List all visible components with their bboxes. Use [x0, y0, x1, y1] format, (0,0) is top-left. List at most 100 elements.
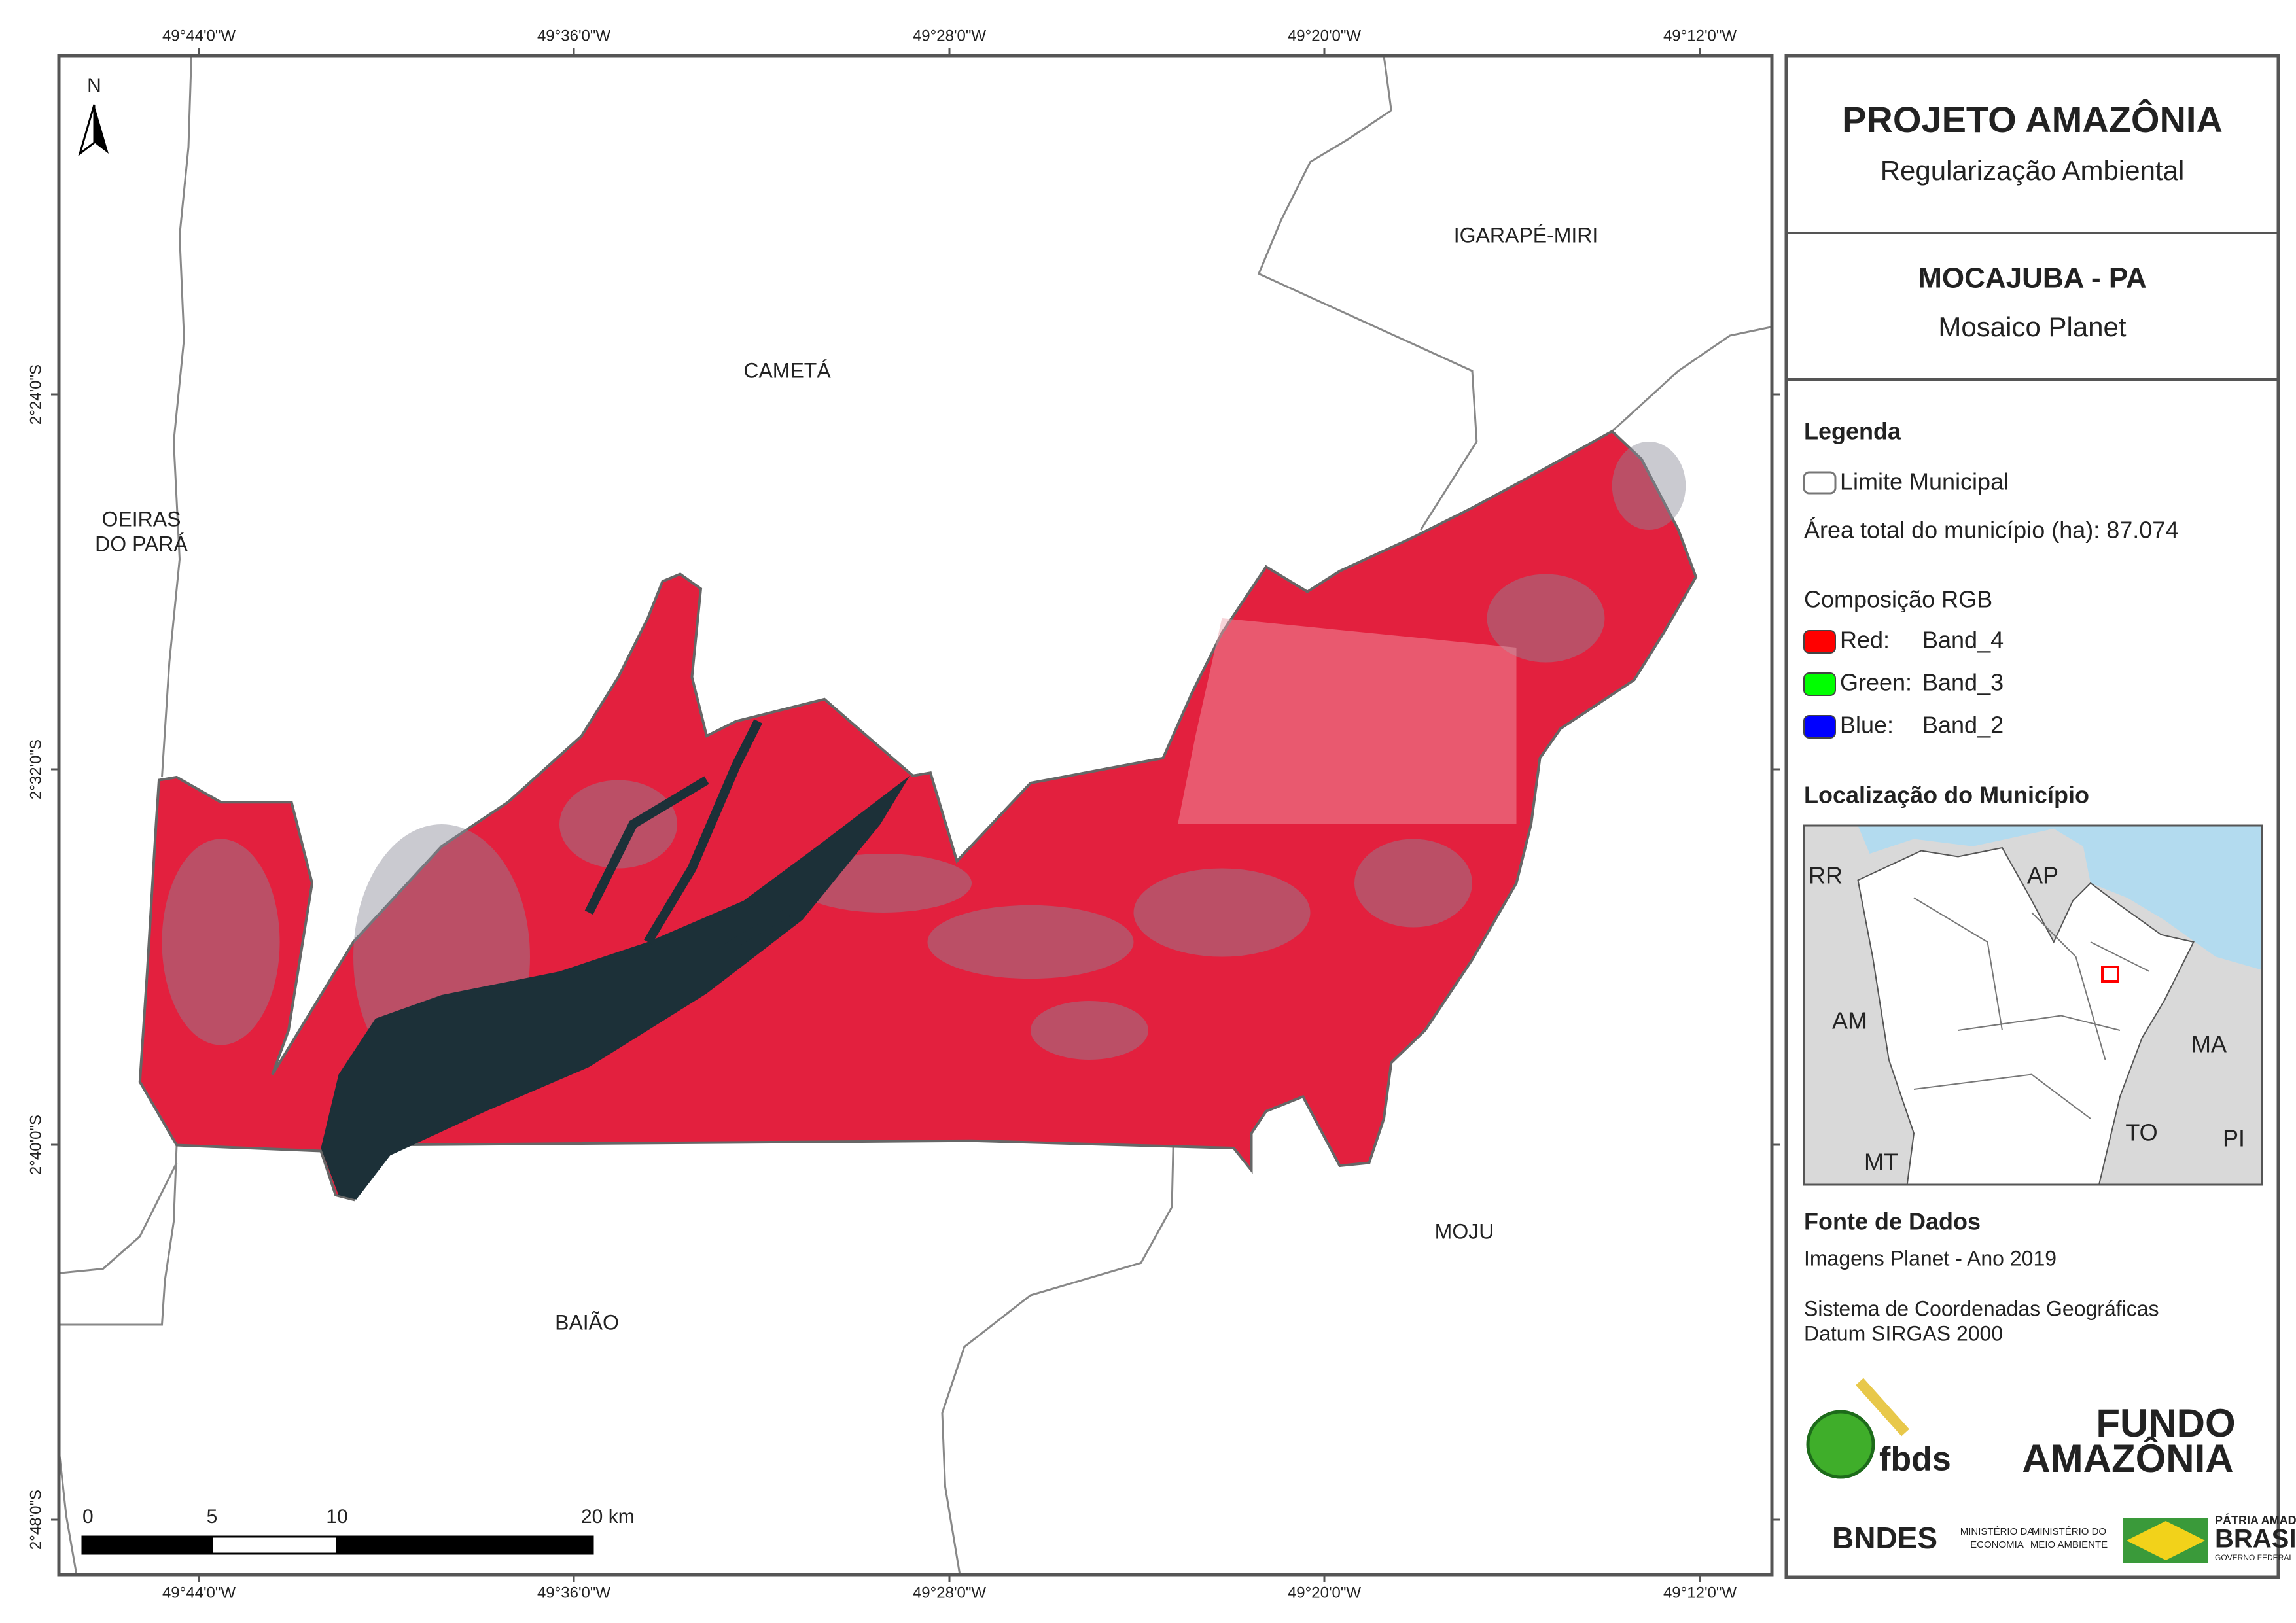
fundo-text: FUNDO [2096, 1401, 2235, 1445]
river-channel [584, 776, 709, 915]
longitude-label: 49°12'0"W [1663, 27, 1737, 44]
bndes-text: BNDES [1832, 1521, 1937, 1555]
map-subtitle: Mosaico Planet [1938, 311, 2126, 342]
scale-label: 0 [82, 1506, 94, 1527]
band-swatch [1803, 715, 1836, 739]
panel-frame [1784, 54, 2280, 1579]
amazonia-text: AMAZÔNIA [2022, 1437, 2233, 1480]
place-label: DO PARÁ [95, 532, 188, 555]
brasil-text: BRASIL [2215, 1525, 2296, 1554]
band-channel: Blue: [1840, 712, 1894, 739]
sources-line: Datum SIRGAS 2000 [1804, 1321, 2003, 1345]
ministry-text: MINISTÉRIO DA [1960, 1526, 2034, 1537]
fbds-bar [1856, 1378, 1909, 1437]
band-swatch [1803, 672, 1836, 696]
municipal-boundary [1257, 56, 1478, 531]
scale-segment [81, 1535, 213, 1555]
scale-label: 20 km [581, 1506, 635, 1527]
inset-label: AM [1832, 1007, 1867, 1034]
map-title: MOCAJUBA - PA [1918, 262, 2147, 294]
legend-label: Composição RGB [1804, 586, 1992, 613]
fbds-logo [1806, 1410, 1875, 1479]
land-cover-patch [162, 839, 280, 1045]
inset-label: PI [2223, 1125, 2245, 1152]
inset-label: AP [2027, 862, 2058, 889]
land-cover-patch [1612, 442, 1686, 530]
longitude-label: 49°36'0"W [537, 1584, 610, 1601]
river-channel [643, 719, 763, 945]
inset-map: RR AP AM MA TO MT PI [1804, 826, 2262, 1185]
scale-label: 5 [207, 1506, 218, 1527]
fbds-text: fbds [1879, 1440, 1951, 1478]
inset-boundary [1913, 897, 2003, 1031]
longitude-label: 49°20'0"W [1288, 1584, 1361, 1601]
latitude-label: 2°32'0"S [27, 739, 44, 799]
north-label: N [87, 75, 101, 96]
panel-subtitle: Regularização Ambiental [1881, 155, 2185, 186]
inset-boundary [2090, 941, 2150, 972]
municipal-boundary [1611, 326, 1772, 432]
latitude-label: 2°48'0"S [27, 1490, 44, 1550]
ministry-text: MINISTÉRIO DO [2032, 1526, 2106, 1537]
band-swatch [1803, 630, 1836, 654]
municipal-boundary [941, 1142, 1174, 1575]
scale-segment [211, 1535, 338, 1555]
sources-line: Sistema de Coordenadas Geográficas [1804, 1297, 2159, 1320]
band-name: Band_3 [1922, 669, 2004, 696]
inset-label: MA [2191, 1031, 2227, 1058]
longitude-label: 49°28'0"W [913, 1584, 986, 1601]
map-frame [57, 54, 1774, 1577]
sources-title: Fonte de Dados [1804, 1208, 1981, 1235]
ministry-text: MEIO AMBIENTE [2030, 1539, 2108, 1550]
inset-boundary [1958, 1015, 2121, 1031]
longitude-label: 49°28'0"W [913, 27, 986, 44]
land-cover-patch [1487, 574, 1605, 663]
band-name: Band_2 [1922, 712, 2004, 739]
inset-ocean [1858, 826, 2262, 970]
latitude-label: 2°40'0"S [27, 1115, 44, 1175]
land-cover-patch [559, 780, 677, 869]
inset-boundary [2031, 912, 2106, 1060]
legend-label: Limite Municipal [1840, 468, 2009, 495]
brasil-flag [2127, 1521, 2205, 1560]
brasil-text: PÁTRIA AMADA [2215, 1513, 2296, 1527]
latitude-label: 2°24'0"S [27, 364, 44, 425]
place-label: OEIRAS [102, 507, 181, 531]
inset-boundary [1913, 1073, 2091, 1119]
map-area [59, 56, 1772, 1575]
legend-label: Área total do município (ha): 87.074 [1804, 517, 2178, 544]
municipal-boundary [59, 1450, 78, 1575]
river-channel [689, 908, 790, 975]
land-cover-patch [1133, 868, 1311, 957]
panel-title: PROJETO AMAZÔNIA [1842, 99, 2223, 140]
place-label: MOJU [1435, 1219, 1494, 1243]
mosaic-seam [1178, 618, 1517, 824]
brasil-text: GOVERNO FEDERAL [2215, 1553, 2293, 1562]
location-title: Localização do Município [1804, 782, 2089, 809]
north-arrow [94, 105, 109, 154]
inset-frame [1803, 824, 2263, 1186]
land-cover-patch [1031, 1001, 1148, 1060]
land-cover-patch [927, 905, 1134, 979]
longitude-label: 49°12'0"W [1663, 1584, 1737, 1601]
longitude-label: 49°20'0"W [1288, 27, 1361, 44]
inset-para [1857, 846, 2195, 1185]
band-name: Band_4 [1922, 627, 2004, 654]
longitude-label: 49°44'0"W [162, 1584, 236, 1601]
band-channel: Red: [1840, 627, 1890, 654]
legend-swatch [1803, 471, 1837, 495]
ministry-text: ECONOMIA [1970, 1539, 2024, 1550]
municipal-boundary [161, 56, 192, 778]
municipal-boundary [59, 1162, 178, 1274]
inset-label: TO [2125, 1119, 2157, 1146]
inset-highlight [2101, 966, 2119, 983]
place-label: CAMETÁ [743, 358, 831, 382]
sources-line: Imagens Planet - Ano 2019 [1804, 1246, 2057, 1270]
longitude-label: 49°36'0"W [537, 27, 610, 44]
river [321, 775, 910, 1200]
place-label: IGARAPÉ-MIRI [1454, 223, 1598, 247]
municipal-boundary [59, 1145, 178, 1326]
longitude-label: 49°44'0"W [162, 27, 236, 44]
